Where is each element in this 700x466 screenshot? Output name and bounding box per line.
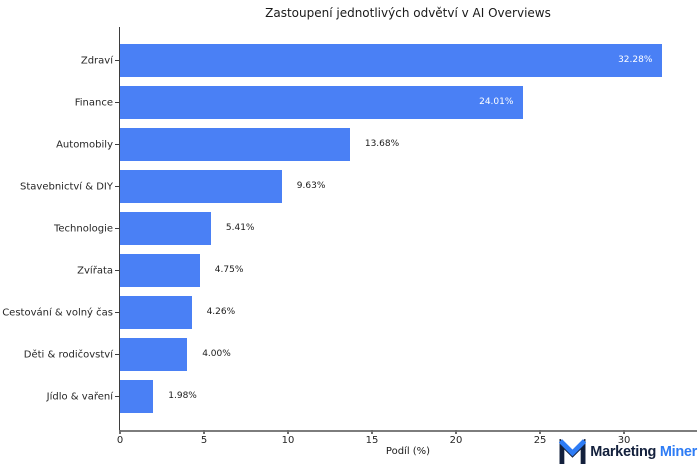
bar — [120, 338, 188, 371]
x-tick-label: 0 — [116, 435, 124, 446]
y-axis-category-label: Děti & rodičovství — [23, 349, 113, 360]
y-axis-category-label: Stavebnictví & DIY — [20, 181, 113, 192]
y-axis-category-label: Finance — [74, 97, 113, 108]
bar-value-label: 5.41% — [225, 223, 255, 233]
chart-title: Zastoupení jednotlivých odvětví v AI Ove… — [265, 6, 551, 20]
x-tick — [119, 430, 121, 434]
bar-value-label: 32.28% — [618, 55, 653, 65]
plot-area: 32.28% 24.01% 13.68% 9.63% 5.41% 4.75% 4.26% 4.… — [117, 27, 697, 446]
y-tick — [115, 59, 119, 62]
x-tick-label: 5 — [200, 435, 208, 446]
bar-value-label: 24.01% — [479, 97, 514, 107]
y-tick — [115, 353, 119, 356]
bar — [120, 44, 663, 77]
x-tick — [539, 430, 541, 434]
y-axis-category-label: Automobily — [56, 139, 113, 150]
bar-value-label: 13.68% — [364, 139, 400, 149]
bar — [120, 170, 282, 203]
bar — [120, 380, 154, 413]
logo-text: Marketing Miner — [590, 444, 697, 460]
y-tick — [115, 269, 119, 272]
bar — [120, 254, 200, 287]
bar-value-label: 9.63% — [296, 181, 326, 191]
marketing-miner-logo-icon — [559, 439, 587, 464]
x-tick-label: 20 — [449, 435, 463, 446]
x-tick-label: 25 — [533, 435, 547, 446]
y-tick — [115, 143, 119, 146]
y-tick — [115, 395, 119, 398]
x-tick-label: 15 — [365, 435, 379, 446]
x-tick — [371, 430, 373, 434]
x-axis-label: Podíl (%) — [385, 446, 431, 457]
marketing-miner-logo: Marketing Miner — [559, 439, 697, 464]
bar — [120, 212, 211, 245]
bar-value-label: 4.26% — [206, 307, 236, 317]
bar — [120, 128, 350, 161]
logo-text-miner: Miner — [659, 443, 697, 460]
bar-value-label: 1.98% — [168, 391, 197, 401]
bar — [120, 86, 524, 119]
x-tick — [623, 430, 625, 434]
y-axis-gutter: Zdraví Finance Automobily Stavebnictví & DI… — [0, 0, 113, 466]
y-tick — [115, 227, 119, 230]
y-tick — [115, 185, 119, 188]
x-tick — [287, 430, 289, 434]
y-axis-category-label: Technologie — [53, 223, 113, 234]
x-tick-label: 30 — [617, 435, 631, 446]
y-tick — [115, 101, 119, 104]
logo-text-marketing: Marketing — [590, 443, 657, 460]
bar-value-label: 4.00% — [202, 349, 231, 359]
y-axis-category-label: Jídlo & vaření — [46, 391, 113, 402]
y-tick — [115, 311, 119, 314]
y-axis-category-label: Cestování & volný čas — [2, 307, 113, 318]
bar-value-label: 4.75% — [214, 265, 244, 275]
bar — [120, 296, 192, 329]
y-axis-category-label: Zvířata — [77, 265, 113, 276]
y-axis-category-label: Zdraví — [80, 55, 113, 66]
x-tick — [203, 430, 205, 434]
x-tick — [455, 430, 457, 434]
x-tick-label: 10 — [281, 435, 295, 446]
